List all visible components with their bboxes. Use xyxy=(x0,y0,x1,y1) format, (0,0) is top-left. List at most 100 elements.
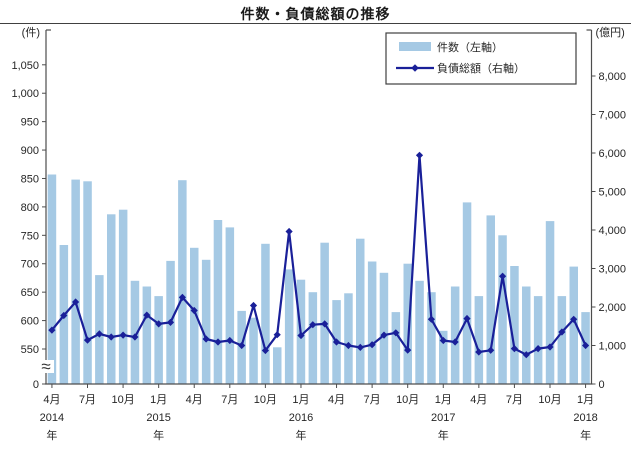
case-count-bar xyxy=(249,317,258,384)
case-count-bar xyxy=(379,272,389,384)
liability-marker xyxy=(534,345,542,353)
case-count-bar xyxy=(308,292,318,384)
case-count-bar xyxy=(107,214,116,384)
left-tick-label: 950 xyxy=(21,117,39,129)
left-tick-label: 600 xyxy=(21,316,39,328)
liability-marker xyxy=(344,341,352,350)
axis-break-glyph: ≈ xyxy=(41,357,50,376)
case-count-bar xyxy=(95,275,104,384)
liability-marker xyxy=(439,336,447,345)
liability-marker xyxy=(83,336,92,344)
case-count-bar xyxy=(130,280,140,384)
liability-marker xyxy=(380,331,388,339)
x-month-label: 1月 xyxy=(435,394,452,406)
case-count-bar xyxy=(415,280,424,384)
liability-marker xyxy=(392,329,400,337)
case-count-bar xyxy=(356,238,365,384)
liability-line xyxy=(51,154,587,356)
liability-marker xyxy=(546,343,554,351)
case-count-bar xyxy=(427,292,436,384)
liability-marker xyxy=(226,336,234,345)
liability-marker xyxy=(95,330,103,338)
x-month-label: 10月 xyxy=(538,394,561,406)
chart-title: 件数・負債総額の推移 xyxy=(240,6,391,22)
x-month-label: 1月 xyxy=(292,394,309,406)
x-month-label: 1月 xyxy=(150,394,167,406)
right-tick-label: 6,000 xyxy=(599,148,627,160)
liability-marker xyxy=(285,227,293,236)
x-month-label: 4月 xyxy=(186,394,203,406)
x-year-suffix: 年 xyxy=(153,428,164,442)
case-count-bar xyxy=(142,286,152,384)
liability-marker xyxy=(297,331,305,340)
left-tick-label: 900 xyxy=(21,145,39,157)
left-tick-label: 1,050 xyxy=(11,60,39,72)
liability-marker xyxy=(487,346,495,354)
liability-marker xyxy=(570,315,578,323)
liability-marker xyxy=(404,346,412,354)
liability-marker xyxy=(321,320,329,328)
x-month-label: 10月 xyxy=(254,394,277,406)
left-tick-label: 750 xyxy=(21,230,39,242)
x-month-label: 10月 xyxy=(111,394,134,406)
liability-marker xyxy=(48,326,56,334)
x-month-label: 4月 xyxy=(470,394,487,406)
x-month-label: 7月 xyxy=(79,394,96,406)
right-tick-label: 8,000 xyxy=(599,71,627,83)
x-month-label: 7月 xyxy=(364,394,381,406)
right-tick-label: 5,000 xyxy=(599,187,627,199)
liability-marker xyxy=(332,338,341,346)
left-tick-label: 550 xyxy=(21,344,39,356)
x-month-label: 7月 xyxy=(221,394,238,406)
case-count-bar xyxy=(71,179,80,384)
liability-marker xyxy=(273,331,281,339)
x-year-suffix: 年 xyxy=(46,428,57,442)
liability-marker xyxy=(309,321,317,329)
case-count-bar xyxy=(557,296,567,384)
left-tick-label: 1,000 xyxy=(11,88,39,100)
case-count-bar xyxy=(154,296,163,384)
liability-marker xyxy=(178,293,186,301)
liability-marker xyxy=(119,331,127,339)
case-count-bar xyxy=(261,243,270,384)
right-axis-unit: (億円) xyxy=(596,26,625,39)
x-year-label: 2015 xyxy=(146,412,170,424)
x-year-label: 2018 xyxy=(573,412,597,424)
title-underline xyxy=(0,23,631,24)
liability-marker xyxy=(107,333,115,341)
liability-marker xyxy=(261,346,269,355)
liability-marker xyxy=(463,314,471,323)
x-month-label: 7月 xyxy=(506,394,523,406)
case-count-bar xyxy=(284,269,294,384)
x-month-label: 4月 xyxy=(328,394,345,406)
case-count-bar xyxy=(201,259,211,384)
case-count-bar xyxy=(522,286,531,384)
case-count-bar xyxy=(391,312,401,384)
right-tick-label: 1,000 xyxy=(599,341,627,353)
legend-bar-swatch xyxy=(399,42,431,51)
x-year-label: 2014 xyxy=(40,412,64,424)
x-month-label: 10月 xyxy=(396,394,419,406)
liability-marker xyxy=(522,351,530,359)
liability-marker xyxy=(214,338,222,346)
x-year-label: 2017 xyxy=(431,412,455,424)
x-year-suffix: 年 xyxy=(580,428,591,442)
liability-marker xyxy=(202,335,210,343)
legend-line-marker xyxy=(411,64,419,72)
x-year-suffix: 年 xyxy=(295,428,306,442)
left-tick-label: 850 xyxy=(21,173,39,185)
legend-label-liability: 負債総額（右軸） xyxy=(437,61,525,75)
legend-box xyxy=(385,32,577,85)
liability-marker xyxy=(72,298,80,306)
case-count-bar xyxy=(213,220,223,384)
right-tick-label: 2,000 xyxy=(599,302,627,314)
case-count-bar xyxy=(498,235,507,384)
right-tick-label: 7,000 xyxy=(599,110,627,122)
case-count-bar xyxy=(190,247,199,384)
liability-marker xyxy=(510,345,518,353)
x-year-suffix: 年 xyxy=(438,428,449,442)
axis-break-mask xyxy=(38,360,54,373)
liability-marker xyxy=(475,348,483,356)
